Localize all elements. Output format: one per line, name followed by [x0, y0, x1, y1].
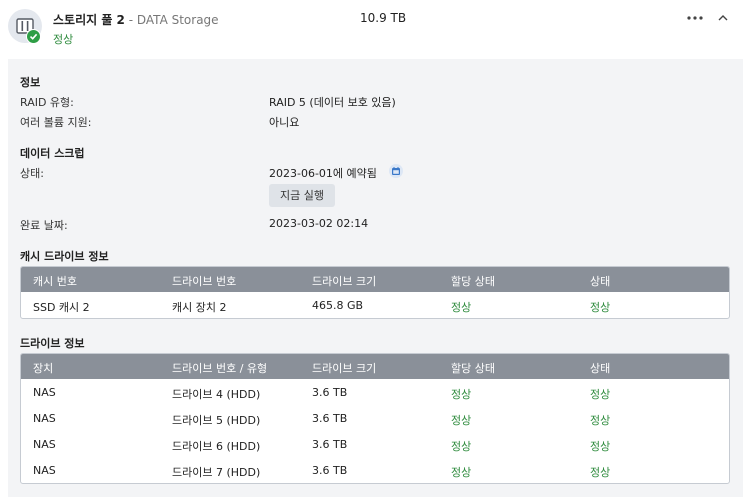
- cell-allocation-status: 정상: [451, 301, 472, 314]
- calendar-icon[interactable]: [389, 164, 403, 178]
- table-row[interactable]: SSD 캐시 2 캐시 장치 2 465.8 GB 정상 정상: [21, 292, 729, 318]
- healthy-check-icon: [26, 29, 41, 44]
- pool-title: 스토리지 풀 2 - DATA Storage: [53, 11, 219, 28]
- column-header: 드라이브 크기: [312, 362, 377, 375]
- cell-drive-size: 3.6 TB: [312, 438, 348, 451]
- table-row[interactable]: NAS 드라이브 7 (HDD) 3.6 TB 정상 정상: [21, 457, 729, 483]
- cell-drive-number: 드라이브 6 (HDD): [172, 440, 261, 453]
- table-header: 장치 드라이브 번호 / 유형 드라이브 크기 할당 상태 상태: [21, 354, 729, 379]
- pool-status: 정상: [53, 33, 74, 46]
- column-header: 드라이브 번호: [172, 275, 237, 288]
- collapse-button[interactable]: [714, 9, 732, 27]
- raid-type-label: RAID 유형:: [20, 96, 74, 109]
- pool-description: - DATA Storage: [124, 13, 219, 27]
- cell-device: NAS: [33, 412, 56, 425]
- column-header: 할당 상태: [451, 362, 495, 375]
- column-header: 드라이브 크기: [312, 275, 377, 288]
- more-horizontal-icon: [687, 16, 703, 20]
- scrub-status-label: 상태:: [20, 167, 44, 180]
- table-row[interactable]: NAS 드라이브 4 (HDD) 3.6 TB 정상 정상: [21, 379, 729, 405]
- cell-allocation-status: 정상: [451, 388, 472, 401]
- cell-cache-id: SSD 캐시 2: [33, 301, 90, 314]
- cell-drive-size: 3.6 TB: [312, 464, 348, 477]
- cache-section-title: 캐시 드라이브 정보: [20, 250, 109, 263]
- cell-status: 정상: [590, 388, 611, 401]
- column-header: 캐시 번호: [33, 275, 77, 288]
- cell-drive-number: 드라이브 5 (HDD): [172, 414, 261, 427]
- cell-status: 정상: [590, 466, 611, 479]
- column-header: 할당 상태: [451, 275, 495, 288]
- cell-drive-size: 3.6 TB: [312, 412, 348, 425]
- cell-drive-number: 드라이브 7 (HDD): [172, 466, 261, 479]
- raid-type-value: RAID 5 (데이터 보호 있음): [269, 96, 396, 109]
- pool-size: 10.9 TB: [360, 11, 407, 25]
- run-now-button[interactable]: 지금 실행: [269, 184, 335, 207]
- cell-drive-size: 3.6 TB: [312, 386, 348, 399]
- chevron-up-icon: [718, 15, 728, 21]
- cell-status: 정상: [590, 440, 611, 453]
- drive-section-title: 드라이브 정보: [20, 337, 85, 350]
- table-header: 캐시 번호 드라이브 번호 드라이브 크기 할당 상태 상태: [21, 267, 729, 292]
- table-row[interactable]: NAS 드라이브 6 (HDD) 3.6 TB 정상 정상: [21, 431, 729, 457]
- cell-device: NAS: [33, 386, 56, 399]
- cell-device: NAS: [33, 438, 56, 451]
- pool-detail-panel: 정보 RAID 유형: RAID 5 (데이터 보호 있음) 여러 볼륨 지원:…: [8, 59, 743, 497]
- completed-date-value: 2023-03-02 02:14: [269, 217, 369, 230]
- storage-pool-header[interactable]: 스토리지 풀 2 - DATA Storage 정상 10.9 TB: [0, 0, 750, 58]
- column-header: 장치: [33, 362, 54, 375]
- cell-allocation-status: 정상: [451, 414, 472, 427]
- cell-allocation-status: 정상: [451, 466, 472, 479]
- column-header: 상태: [590, 362, 611, 375]
- multi-volume-label: 여러 볼륨 지원:: [20, 116, 92, 129]
- pool-name: 스토리지 풀 2: [53, 13, 125, 27]
- scrub-section-title: 데이터 스크럽: [20, 147, 85, 160]
- drive-info-table: 장치 드라이브 번호 / 유형 드라이브 크기 할당 상태 상태 NAS 드라이…: [20, 353, 730, 484]
- more-options-button[interactable]: [684, 9, 706, 27]
- cell-status: 정상: [590, 414, 611, 427]
- cache-drive-table: 캐시 번호 드라이브 번호 드라이브 크기 할당 상태 상태 SSD 캐시 2 …: [20, 266, 730, 319]
- cell-status: 정상: [590, 301, 611, 314]
- column-header: 드라이브 번호 / 유형: [172, 362, 268, 375]
- column-header: 상태: [590, 275, 611, 288]
- cell-drive-size: 465.8 GB: [312, 299, 364, 312]
- completed-date-label: 완료 날짜:: [20, 219, 68, 232]
- multi-volume-value: 아니요: [269, 116, 300, 129]
- cell-drive-number: 드라이브 4 (HDD): [172, 388, 261, 401]
- cell-device: NAS: [33, 464, 56, 477]
- cell-drive-number: 캐시 장치 2: [172, 301, 227, 314]
- table-row[interactable]: NAS 드라이브 5 (HDD) 3.6 TB 정상 정상: [21, 405, 729, 431]
- scrub-status-value: 2023-06-01에 예약됨: [269, 167, 377, 180]
- cell-allocation-status: 정상: [451, 440, 472, 453]
- info-section-title: 정보: [20, 76, 41, 89]
